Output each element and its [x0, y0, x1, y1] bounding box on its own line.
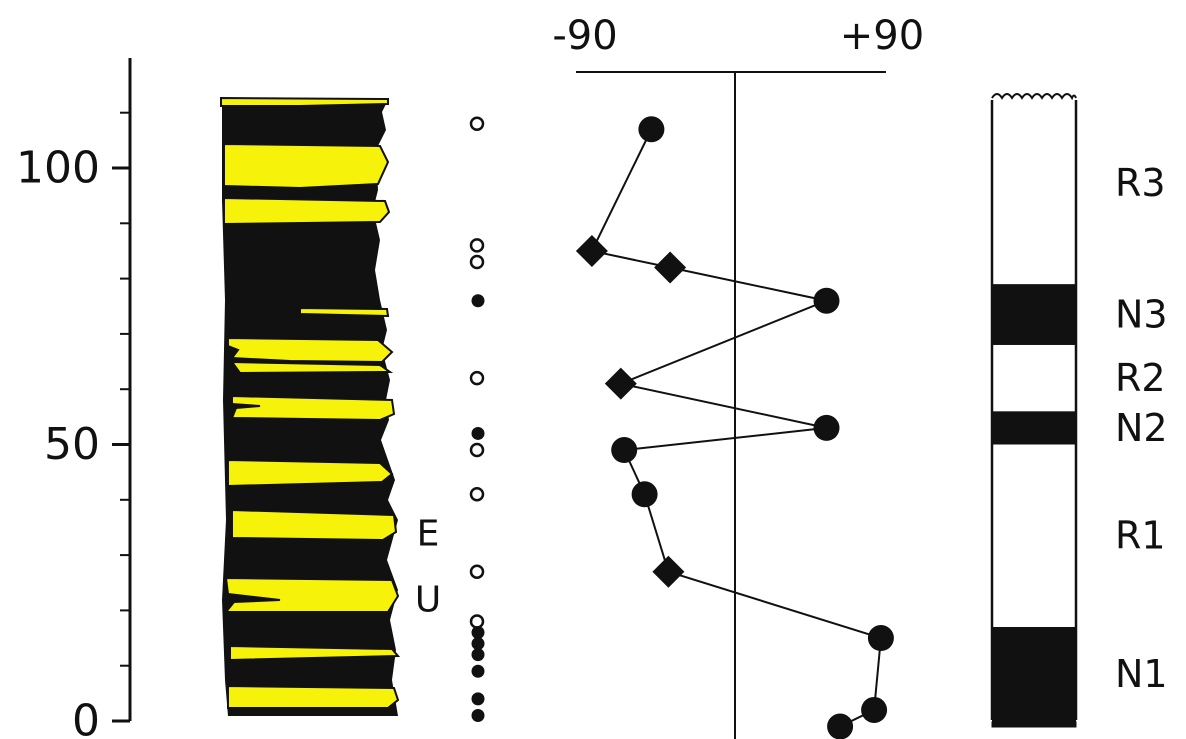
- filled-site-dot: [471, 626, 485, 640]
- sandstone-beds: [220, 96, 401, 709]
- sandstone-bed: [227, 458, 394, 488]
- filled-site-dot: [471, 648, 485, 662]
- normal-polarity-zone: [992, 626, 1076, 721]
- polarity-zone-label: N1: [1115, 652, 1168, 696]
- inclination-point-circle: [813, 414, 840, 441]
- sandstone-bed: [299, 306, 390, 318]
- sandstone-bed: [223, 196, 391, 226]
- normal-polarity-zone: [992, 284, 1076, 345]
- open-site-dot: [469, 487, 485, 502]
- polarity-column-frame: [992, 100, 1076, 720]
- open-site-dot: [469, 254, 485, 270]
- filled-site-dot: [471, 294, 485, 308]
- sandstone-bed: [230, 360, 394, 375]
- polarity-column-top-break: [991, 93, 1077, 101]
- sandstone-bed: [227, 684, 400, 709]
- filled-site-dot: [471, 426, 485, 440]
- inclination-point-diamond: [652, 555, 685, 588]
- sampling-sites: [469, 116, 485, 722]
- inclination-point-circle: [827, 713, 854, 739]
- normal-polarity-zone: [992, 411, 1076, 445]
- open-site-dot: [469, 564, 485, 579]
- depth-tick-label: 100: [16, 143, 100, 194]
- polarity-zone-label: N3: [1115, 293, 1168, 337]
- inclination-point-circle: [631, 481, 658, 508]
- inclination-plot: -90 +90: [552, 13, 924, 739]
- depth-tick-label: 50: [44, 419, 100, 470]
- polarity-zones: [992, 284, 1076, 721]
- filled-site-dot: [471, 637, 485, 651]
- inclination-point-circle: [861, 696, 888, 723]
- sandstone-bed: [231, 508, 398, 542]
- open-site-dot: [469, 116, 485, 132]
- depth-tick-label: 0: [72, 696, 100, 739]
- inclination-point-diamond: [575, 234, 608, 267]
- marker-label-e: E: [417, 514, 440, 555]
- inclination-point-circle: [611, 437, 638, 464]
- inclination-point-diamond: [604, 367, 637, 400]
- depth-axis: 0 50 100: [16, 58, 132, 739]
- inclination-point-circle: [638, 116, 665, 143]
- polarity-column: R3 N3 R2 N2 R1 N1: [990, 93, 1168, 728]
- sandstone-bed: [229, 644, 401, 662]
- inclination-point-circle: [867, 625, 894, 652]
- polarity-zone-label: R3: [1115, 161, 1166, 205]
- inclination-min-label: -90: [552, 13, 617, 59]
- sandstone-bed: [230, 394, 396, 422]
- lithologic-column: [220, 96, 401, 716]
- polarity-zone-label: R2: [1115, 356, 1166, 400]
- sandstone-bed: [223, 142, 390, 190]
- filled-site-dot: [471, 664, 485, 678]
- open-site-dot: [469, 614, 485, 629]
- inclination-max-label: +90: [840, 13, 924, 59]
- depth-axis-major-ticks: 0 50 100: [16, 143, 130, 739]
- open-site-dot: [469, 370, 485, 386]
- filled-site-dot: [471, 708, 485, 722]
- filled-site-dot: [471, 692, 485, 706]
- polarity-labels: R3 N3 R2 N2 R1 N1: [1115, 161, 1168, 696]
- open-site-dot: [469, 238, 485, 253]
- inclination-points: [575, 116, 894, 739]
- open-site-dot: [469, 442, 485, 458]
- inclination-point-diamond: [654, 251, 687, 284]
- sandstone-bed: [220, 96, 389, 107]
- sandstone-bed: [227, 336, 394, 364]
- polarity-zone-label: R1: [1115, 514, 1166, 558]
- inclination-point-circle: [813, 287, 840, 314]
- sandstone-bed: [223, 576, 400, 613]
- marker-label-u: U: [415, 580, 441, 621]
- polarity-column-bottom-break: [991, 716, 1077, 728]
- polarity-zone-label: N2: [1115, 406, 1168, 450]
